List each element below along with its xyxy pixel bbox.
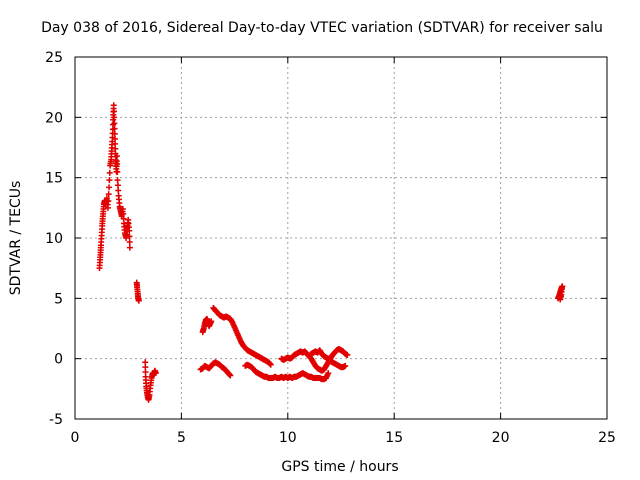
data-point xyxy=(111,114,118,121)
data-points xyxy=(96,102,566,403)
x-tick-label: 15 xyxy=(385,430,403,446)
grid-layer xyxy=(75,57,607,419)
x-axis-label: GPS time / hours xyxy=(281,459,398,475)
data-point xyxy=(114,169,121,176)
x-tick-label: 5 xyxy=(177,430,186,446)
data-point xyxy=(111,130,118,137)
x-tick-labels: 0 5 10 15 20 25 xyxy=(71,430,616,446)
data-point xyxy=(106,184,113,191)
x-tick-label: 0 xyxy=(71,430,80,446)
data-point xyxy=(342,362,349,369)
data-point xyxy=(126,244,133,251)
data-point xyxy=(152,370,159,377)
y-tick-label: -5 xyxy=(49,412,63,428)
data-point xyxy=(106,169,113,176)
y-tick-label: 5 xyxy=(54,291,63,307)
y-tick-label: 20 xyxy=(45,110,63,126)
data-point xyxy=(114,177,121,184)
x-tick-label: 25 xyxy=(598,430,616,446)
data-point xyxy=(126,227,133,234)
y-tick-label: 15 xyxy=(45,171,63,187)
x-tick-label: 10 xyxy=(279,430,297,446)
data-point xyxy=(105,191,112,198)
y-tick-label: 0 xyxy=(54,352,63,368)
y-tick-label: 25 xyxy=(45,50,63,66)
y-tick-labels: -5 0 5 10 15 20 25 xyxy=(45,50,63,428)
data-point xyxy=(115,187,122,194)
data-point xyxy=(106,177,113,184)
data-point xyxy=(267,361,274,368)
data-point xyxy=(114,160,121,167)
plot-frame xyxy=(74,56,608,420)
chart-title: Day 038 of 2016, Sidereal Day-to-day VTE… xyxy=(41,20,603,36)
data-point xyxy=(111,125,118,132)
y-axis-label: SDTVAR / TECUs xyxy=(8,181,24,296)
data-point xyxy=(104,204,111,211)
data-point xyxy=(105,197,112,204)
data-point xyxy=(557,296,564,303)
data-point xyxy=(114,182,121,189)
data-point xyxy=(227,372,234,379)
data-point xyxy=(111,120,118,127)
data-point xyxy=(135,297,142,304)
data-point xyxy=(110,108,117,115)
data-point xyxy=(325,370,332,377)
data-point xyxy=(208,318,215,325)
x-tick-label: 20 xyxy=(492,430,510,446)
y-tick-label: 10 xyxy=(45,231,63,247)
data-point xyxy=(126,233,133,240)
data-point xyxy=(126,239,133,246)
data-point xyxy=(110,102,117,109)
data-point xyxy=(344,352,351,359)
data-point xyxy=(113,152,120,159)
